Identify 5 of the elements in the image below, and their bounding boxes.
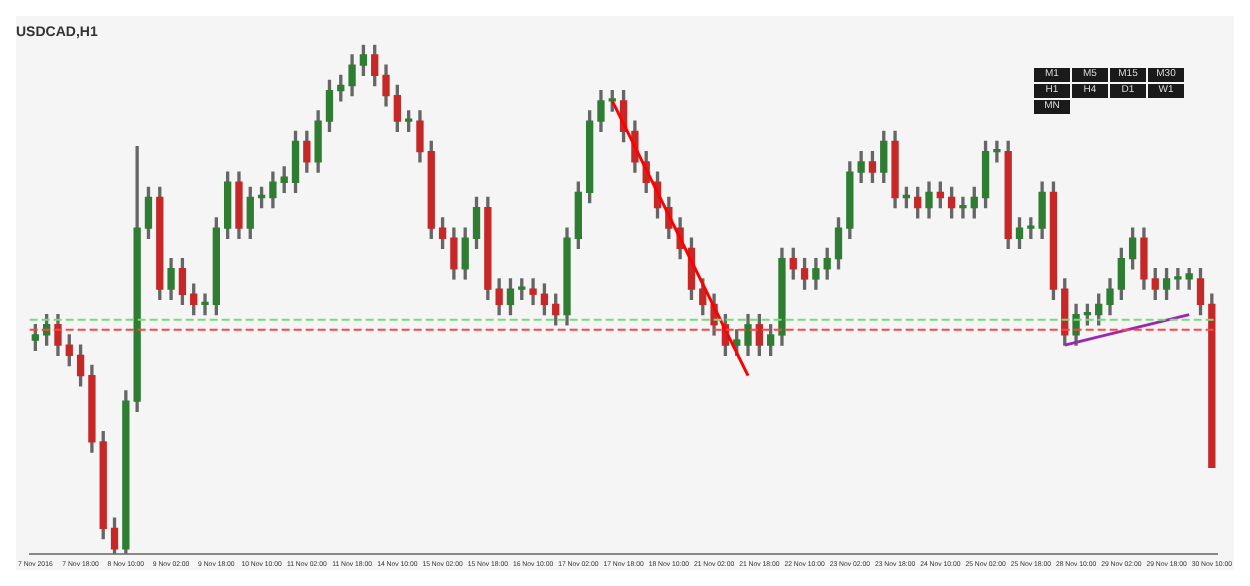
candlestick (1174, 268, 1182, 290)
candlestick (529, 278, 537, 306)
candlestick (201, 293, 209, 316)
candlestick (959, 196, 967, 219)
candlestick (993, 140, 1001, 163)
